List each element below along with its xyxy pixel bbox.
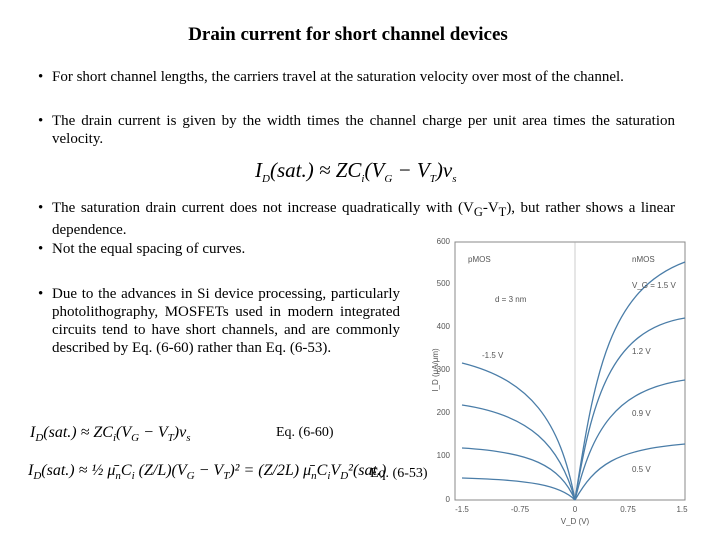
figure-label: nMOS: [632, 255, 655, 264]
equation: ID(sat.) ≈ ZCi(VG − VT)vs: [30, 424, 191, 444]
curves: [461, 261, 686, 501]
text-run: ²(sat.): [348, 462, 387, 479]
figure-label: d = 3 nm: [495, 295, 527, 304]
text-run: (sat.) ≈ ZC: [43, 424, 113, 441]
curve: [574, 443, 686, 501]
text-run: Due to the advances in Si device process…: [52, 286, 400, 356]
text-run: I: [255, 158, 262, 182]
subscript: i: [112, 432, 117, 445]
text-run: The drain current is given by the width …: [52, 113, 675, 147]
y-tick-label: 200: [437, 408, 451, 417]
figure-label: pMOS: [468, 255, 491, 264]
curve-label: 1.2 V: [632, 347, 651, 356]
y-tick-label: 500: [437, 279, 451, 288]
curve-label: 0.5 V: [632, 465, 651, 474]
subscript: s: [186, 432, 191, 445]
text-run: − V: [194, 462, 224, 479]
text-run: (Z/L)(V: [134, 462, 187, 479]
subscript: n: [115, 470, 121, 483]
curve: [461, 447, 576, 501]
subscript: G: [131, 432, 140, 445]
curve: [461, 404, 576, 501]
x-tick-label: 0: [573, 505, 578, 514]
subscript: D: [33, 470, 42, 483]
subscript: D: [35, 432, 44, 445]
y-tick-label: 300: [437, 365, 451, 374]
text-run: I: [28, 462, 34, 479]
subscript: T: [498, 205, 507, 219]
subscript: T: [429, 173, 436, 186]
text-run: V: [330, 462, 341, 479]
curve: [574, 317, 686, 501]
text-run: (V: [364, 158, 385, 182]
subscript: i: [131, 470, 135, 483]
curve: [574, 379, 686, 501]
bullet: The saturation drain current does not in…: [38, 199, 675, 239]
text-run: (V: [116, 424, 132, 441]
subscript: D: [340, 470, 349, 483]
subscript: D: [262, 173, 270, 186]
text-run: − V: [392, 158, 430, 182]
curve: [574, 261, 686, 501]
subscript: T: [223, 470, 230, 483]
equation-label: Eq. (6-53): [370, 466, 428, 481]
text-run: )v: [435, 158, 453, 182]
y-axis-label: I_D (μA/μm): [431, 348, 440, 392]
equation: ID(sat.) ≈ ZCi(VG − VT)vs: [255, 158, 457, 185]
text-run: The saturation drain current does not in…: [52, 200, 474, 216]
figure: 600 500 400 300 200 100 0 -1.5 -0.75 0 0…: [431, 237, 688, 526]
subscript: G: [186, 470, 195, 483]
text-run: (sat.) ≈ ZC: [269, 158, 362, 182]
x-axis-label: V_D (V): [561, 517, 590, 526]
text-run: )v: [173, 424, 187, 441]
x-tick-label: 1.5: [676, 505, 688, 514]
y-tick-label: 0: [446, 495, 451, 504]
equation: ID(sat.) ≈ ½ μ̄nCi (Z/L)(VG − VT)² = (Z/…: [28, 462, 386, 482]
curve-label: -1.5 V: [482, 351, 504, 360]
x-tick-label: 0.75: [620, 505, 636, 514]
equation-label: Eq. (6-60): [276, 425, 334, 440]
subscript: n: [311, 470, 317, 483]
text-run: I: [30, 424, 36, 441]
bullet: For short channel lengths, the carriers …: [38, 68, 675, 86]
text-run: ), but rather shows a linear dependence.: [52, 200, 675, 238]
bullet: The drain current is given by the width …: [38, 112, 675, 148]
curve: [461, 477, 576, 501]
x-tick-label: -1.5: [455, 505, 469, 514]
x-tick-label: -0.75: [511, 505, 530, 514]
slide-title: Drain current for short channel devices: [188, 24, 508, 45]
bullet: Due to the advances in Si device process…: [38, 285, 400, 357]
subscript: i: [361, 173, 365, 186]
subscript: G: [384, 173, 393, 186]
y-tick-label: 600: [437, 237, 451, 246]
subscript: T: [167, 432, 174, 445]
subscript: i: [327, 470, 331, 483]
y-tick-label: 100: [437, 451, 451, 460]
text-run: )² = (Z/2L) μ̄: [229, 462, 312, 479]
curve-label: 0.9 V: [632, 409, 651, 418]
subscript: G: [473, 205, 483, 219]
subscript: s: [452, 173, 457, 186]
text-run: Not the equal spacing of curves.: [52, 241, 246, 257]
text-run: -V: [482, 200, 499, 216]
text-run: (sat.) ≈ ½ μ̄: [41, 462, 116, 479]
y-tick-label: 400: [437, 322, 451, 331]
plot-frame: [454, 241, 686, 501]
text-run: C: [316, 462, 328, 479]
curve: [461, 362, 576, 501]
text-run: For short channel lengths, the carriers …: [52, 69, 624, 85]
text-run: − V: [139, 424, 168, 441]
curve-label: V_G = 1.5 V: [632, 281, 676, 290]
bullet: Not the equal spacing of curves.: [38, 240, 392, 258]
text-run: C: [120, 462, 132, 479]
